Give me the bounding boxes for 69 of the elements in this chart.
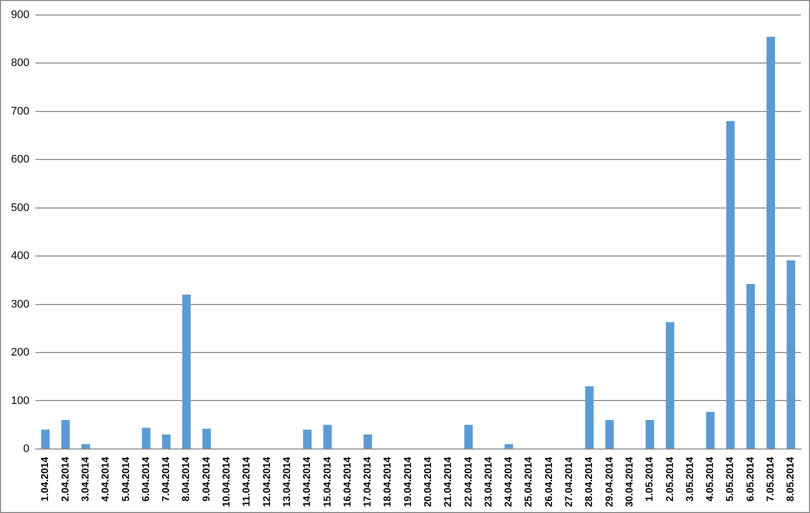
y-tick-label: 300 (10, 298, 30, 310)
x-tick-label: 8.04.2014 (181, 456, 192, 502)
bar (142, 428, 150, 448)
x-tick-label: 11.04.2014 (242, 456, 253, 506)
bar (162, 434, 171, 448)
y-tick-label: 200 (10, 346, 30, 359)
x-tick-label: 25.04.2014 (524, 456, 535, 508)
bar (504, 444, 514, 448)
bar (182, 294, 191, 448)
x-tick-label: 15.04.2014 (322, 456, 334, 508)
x-tick-label: 23.04.2014 (483, 456, 494, 508)
x-tick-label: 2.04.2014 (60, 456, 72, 502)
x-tick-label: 7.05.2014 (766, 456, 777, 502)
y-tick-label: 600 (10, 154, 30, 166)
x-tick-label: 1.05.2014 (644, 456, 656, 502)
bar (303, 430, 312, 448)
y-tick-label: 400 (10, 250, 30, 262)
y-tick-label: 0 (23, 442, 30, 455)
bar (605, 420, 614, 448)
y-tick-label: 800 (10, 57, 30, 70)
x-tick-label: 20.04.2014 (423, 456, 434, 508)
x-tick-label: 21.04.2014 (443, 456, 454, 508)
x-tick-label: 14.04.2014 (302, 456, 314, 508)
y-tick-label: 900 (10, 9, 30, 22)
x-tick-label: 12.04.2014 (262, 456, 273, 508)
x-tick-label: 9.04.2014 (201, 456, 212, 502)
bar (786, 260, 796, 448)
bar (61, 420, 70, 448)
bar (41, 430, 50, 448)
x-tick-label: 19.04.2014 (402, 456, 414, 508)
x-tick-label: 17.04.2014 (362, 456, 374, 508)
bar (646, 420, 654, 448)
bar (585, 386, 594, 448)
bar (766, 36, 776, 448)
bar (464, 424, 473, 448)
x-tick-label: 16.04.2014 (342, 456, 354, 508)
bar (202, 428, 211, 448)
x-tick-label: 28.04.2014 (584, 456, 596, 508)
x-tick-label: 24.04.2014 (504, 456, 515, 508)
x-tick-label: 29.04.2014 (604, 456, 616, 508)
bar (746, 284, 755, 448)
x-tick-label: 5.04.2014 (120, 456, 132, 502)
x-tick-label: 30.04.2014 (624, 456, 636, 508)
x-tick-label: 7.04.2014 (161, 456, 172, 502)
x-tick-label: 6.04.2014 (140, 456, 152, 502)
x-tick-label: 1.04.2014 (40, 456, 52, 502)
x-tick-label: 5.05.2014 (725, 456, 736, 502)
x-tick-label: 6.05.2014 (745, 456, 756, 502)
bar (706, 412, 715, 448)
x-tick-label: 27.04.2014 (564, 456, 576, 508)
x-tick-label: 10.04.2014 (222, 456, 233, 508)
bar (81, 444, 90, 448)
bar (364, 434, 372, 448)
y-tick-label: 700 (10, 105, 30, 118)
bar (726, 121, 735, 448)
x-tick-label: 26.04.2014 (544, 456, 555, 508)
y-tick-label: 500 (10, 202, 30, 214)
x-tick-label: 13.04.2014 (282, 456, 293, 508)
x-tick-label: 3.05.2014 (684, 456, 696, 502)
x-tick-label: 4.04.2014 (100, 456, 112, 502)
y-tick-label: 100 (10, 394, 30, 407)
x-tick-label: 18.04.2014 (382, 456, 394, 508)
bar (323, 424, 332, 448)
x-tick-label: 8.05.2014 (786, 456, 797, 502)
x-tick-label: 4.05.2014 (705, 456, 716, 502)
x-tick-label: 2.05.2014 (664, 456, 676, 502)
bar (666, 322, 674, 448)
x-tick-label: 22.04.2014 (463, 456, 474, 508)
x-tick-label: 3.04.2014 (80, 456, 92, 502)
